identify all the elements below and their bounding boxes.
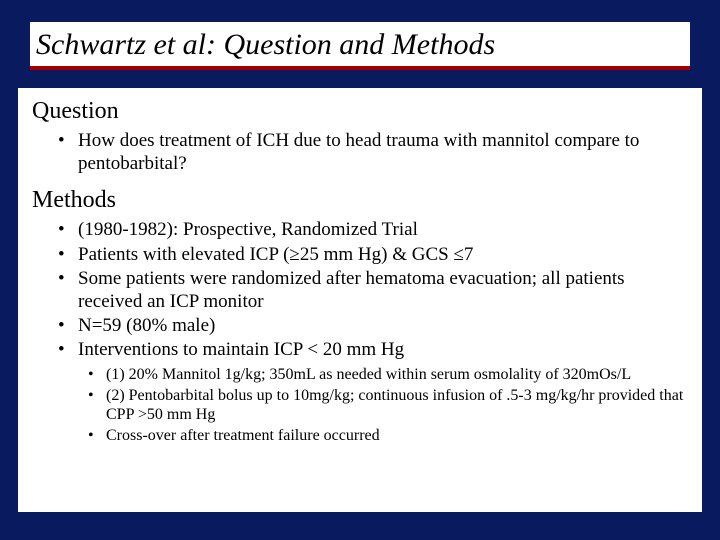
title-wrap: Schwartz et al: Question and Methods: [30, 22, 690, 70]
list-item: N=59 (80% male): [78, 314, 688, 337]
methods-list: (1980-1982): Prospective, Randomized Tri…: [32, 218, 688, 361]
list-item: (1980-1982): Prospective, Randomized Tri…: [78, 218, 688, 241]
content-panel: Question How does treatment of ICH due t…: [18, 88, 702, 512]
list-item: Cross-over after treatment failure occur…: [106, 426, 688, 446]
list-item: (1) 20% Mannitol 1g/kg; 350mL as needed …: [106, 365, 688, 385]
section-heading-methods: Methods: [32, 187, 688, 214]
slide: Schwartz et al: Question and Methods Que…: [0, 0, 720, 540]
question-list: How does treatment of ICH due to head tr…: [32, 129, 688, 175]
section-heading-question: Question: [32, 98, 688, 125]
list-item: Patients with elevated ICP (≥25 mm Hg) &…: [78, 243, 688, 266]
title-region: Schwartz et al: Question and Methods: [0, 0, 720, 76]
list-item: How does treatment of ICH due to head tr…: [78, 129, 688, 175]
slide-title: Schwartz et al: Question and Methods: [36, 28, 684, 66]
list-item: Some patients were randomized after hema…: [78, 267, 688, 313]
list-item: Interventions to maintain ICP < 20 mm Hg: [78, 338, 688, 361]
list-item: (2) Pentobarbital bolus up to 10mg/kg; c…: [106, 386, 688, 425]
methods-sublist: (1) 20% Mannitol 1g/kg; 350mL as needed …: [32, 365, 688, 445]
